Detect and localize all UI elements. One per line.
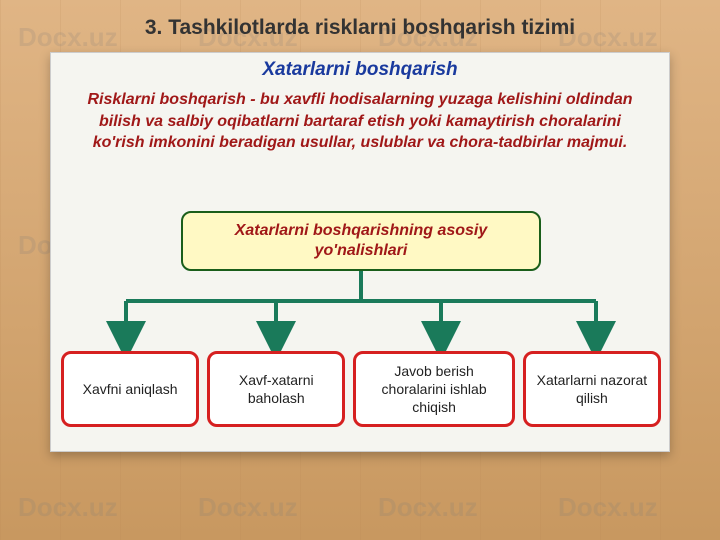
leaf-identify-risk: Xavfni aniqlash: [61, 351, 199, 427]
leaf-assess-risk: Xavf-xatarni baholash: [207, 351, 345, 427]
content-canvas: Xatarlarni boshqarish Risklarni boshqari…: [50, 52, 670, 452]
watermark-text: Docx.uz: [558, 492, 658, 523]
watermark-text: Docx.uz: [378, 492, 478, 523]
watermark-text: Docx.uz: [18, 492, 118, 523]
main-direction-box: Xatarlarni boshqarishning asosiy yo'nali…: [181, 211, 541, 271]
leaf-control-risk: Xatarlarni nazorat qilish: [523, 351, 661, 427]
slide-title: 3. Tashkilotlarda risklarni boshqarish t…: [0, 16, 720, 40]
subtitle: Xatarlarni boshqarish: [51, 59, 669, 81]
leaf-response-measures: Javob berish choralarini ishlab chiqish: [353, 351, 514, 427]
tree-connectors: [51, 271, 671, 361]
watermark-text: Docx.uz: [198, 492, 298, 523]
definition-text: Risklarni boshqarish - bu xavfli hodisal…: [71, 89, 649, 154]
leaf-row: Xavfni aniqlash Xavf-xatarni baholash Ja…: [51, 351, 671, 427]
